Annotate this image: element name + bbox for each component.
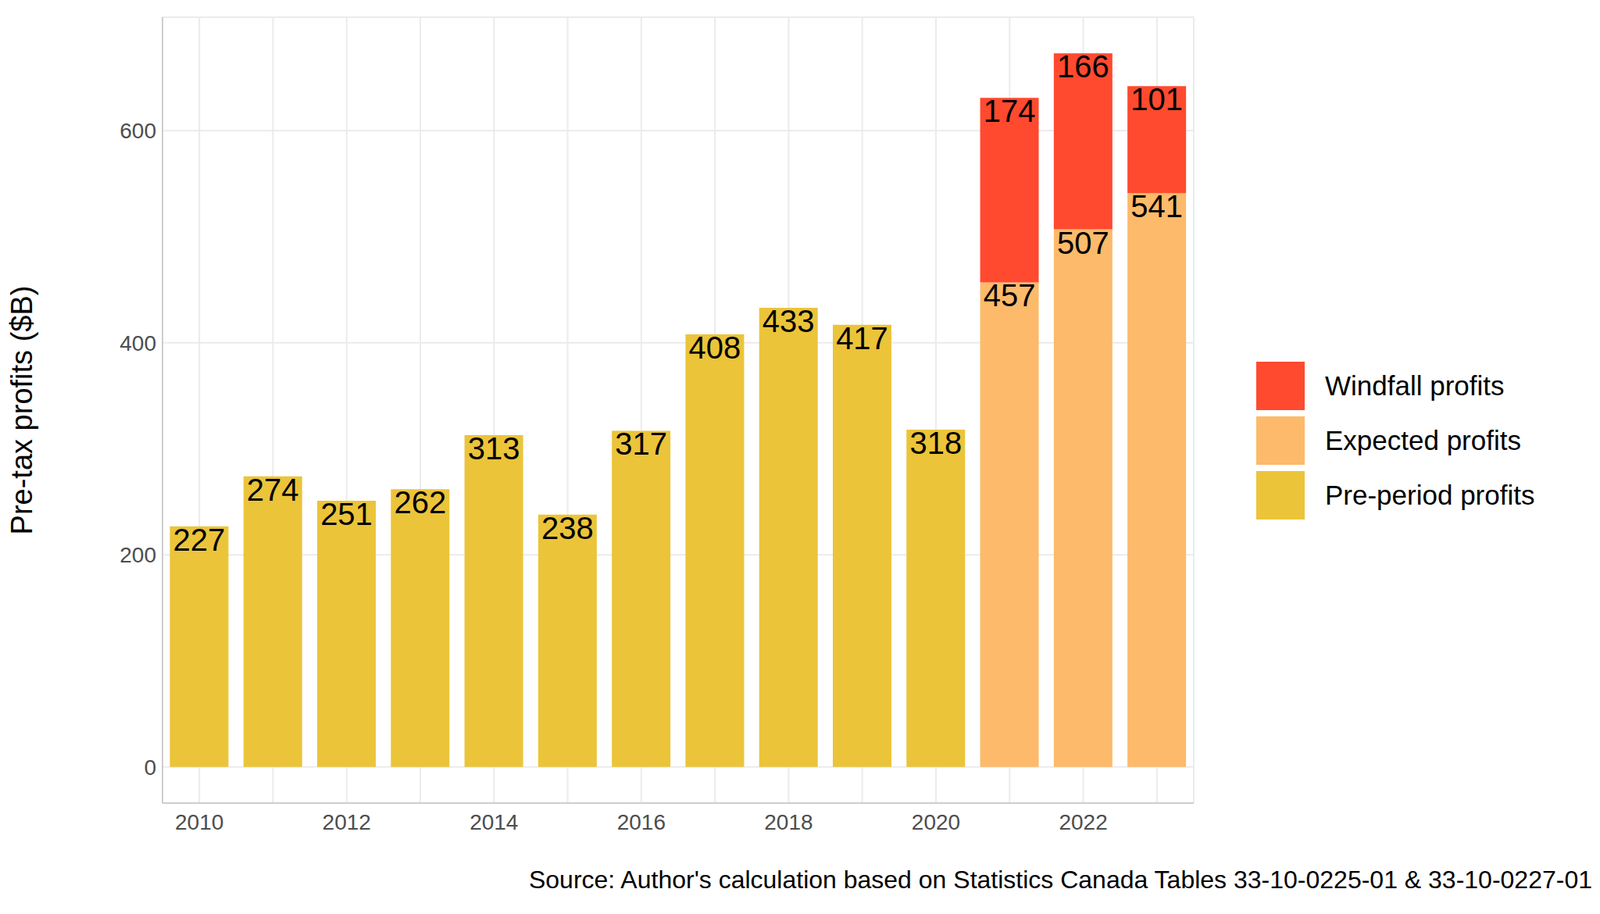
svg-text:433: 433 — [762, 303, 815, 339]
svg-text:313: 313 — [467, 431, 521, 466]
svg-text:2014: 2014 — [469, 810, 518, 835]
svg-text:0: 0 — [143, 755, 157, 780]
svg-text:317: 317 — [614, 426, 668, 461]
svg-text:457: 457 — [983, 278, 1036, 313]
svg-text:262: 262 — [393, 485, 447, 520]
svg-text:2010: 2010 — [175, 810, 224, 835]
html-text:Expected profits: Expected profits — [1325, 425, 1522, 456]
svg-text:174: 174 — [983, 93, 1036, 129]
svg-text:2012: 2012 — [322, 810, 372, 835]
svg-text:200: 200 — [119, 542, 157, 568]
svg-text:227: 227 — [173, 522, 226, 558]
html-text:Source: Author's calculation b: Source: Author's calculation based on St… — [528, 865, 1593, 894]
svg-text:2016: 2016 — [617, 810, 666, 835]
svg-text:Pre-tax profits ($B): Pre-tax profits ($B) — [6, 285, 39, 536]
svg-text:238: 238 — [541, 510, 594, 546]
svg-text:2020: 2020 — [911, 810, 961, 835]
svg-text:400: 400 — [119, 331, 157, 356]
svg-text:2022: 2022 — [1058, 810, 1108, 835]
svg-text:408: 408 — [689, 330, 742, 365]
svg-text:2018: 2018 — [764, 810, 813, 835]
svg-text:318: 318 — [909, 425, 962, 461]
svg-text:417: 417 — [835, 321, 889, 356]
svg-text:600: 600 — [119, 118, 157, 143]
html-text:Pre-period profits: Pre-period profits — [1325, 479, 1535, 511]
svg-text:251: 251 — [320, 496, 373, 532]
html-text:Windfall profits: Windfall profits — [1325, 370, 1505, 401]
svg-text:101: 101 — [1130, 82, 1183, 117]
svg-text:507: 507 — [1057, 225, 1110, 261]
svg-text:166: 166 — [1057, 49, 1110, 84]
svg-text:541: 541 — [1130, 189, 1183, 224]
svg-text:274: 274 — [246, 472, 300, 508]
